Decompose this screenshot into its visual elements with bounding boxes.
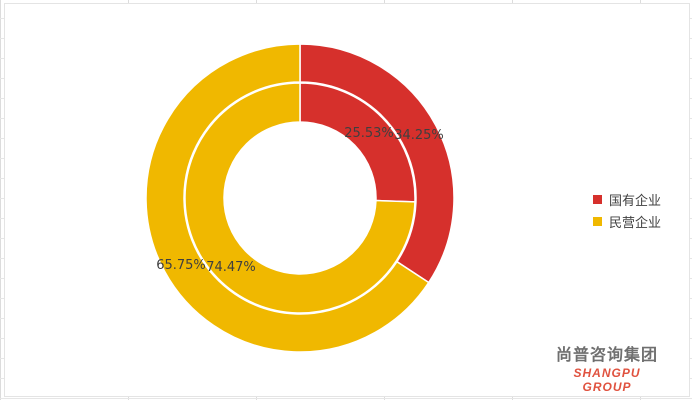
inner-ring-label-private: 74.47% xyxy=(206,260,256,275)
watermark-name-cn: 尚普咨询集团 xyxy=(555,345,658,364)
legend-swatch-private xyxy=(593,216,602,226)
legend-swatch-state-owned xyxy=(593,194,602,204)
legend-label-private: 民营企业 xyxy=(609,215,662,231)
outer-ring-label-private: 65.75% xyxy=(156,258,206,273)
legend-label-state-owned: 国有企业 xyxy=(609,193,662,209)
watermark-name-en: SHANGPU GROUP xyxy=(573,366,641,394)
inner-ring-slice-private xyxy=(184,82,416,314)
legend-item-state-owned: 国有企业 xyxy=(593,188,661,210)
outer-ring-label-state-owned: 34.25% xyxy=(394,128,444,143)
outer-ring-slice-state-owned xyxy=(299,43,455,284)
legend: 国有企业 民营企业 xyxy=(593,188,661,232)
watermark-logo: 尚普咨询集团 SHANGPU GROUP xyxy=(551,341,663,394)
inner-ring-label-state-owned: 25.53% xyxy=(344,126,394,141)
legend-item-private: 民营企业 xyxy=(593,210,661,232)
outer-ring-slice-private xyxy=(145,43,430,353)
